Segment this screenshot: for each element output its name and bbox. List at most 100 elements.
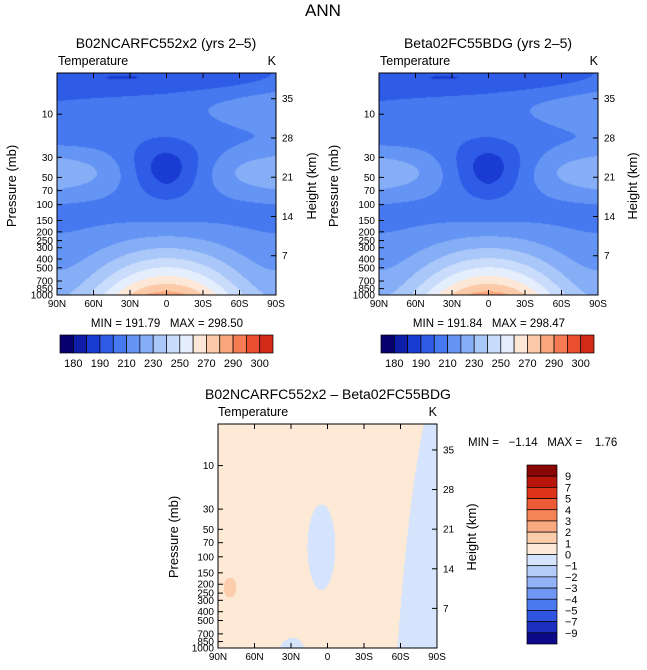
colorbar-swatch <box>420 334 435 354</box>
y-tick-label: 400 <box>197 607 214 618</box>
colorbar-label: 3 <box>565 516 571 528</box>
y-tick-label: 200 <box>36 227 53 238</box>
colorbar-swatch <box>526 621 558 634</box>
colorbar-label: 2 <box>565 527 571 539</box>
colorbar-swatch <box>526 598 558 611</box>
panel-left: B02NCARFC552x2 (yrs 2–5) Temperature K 9… <box>4 35 319 370</box>
panel-right: Beta02FC55BDG (yrs 2–5) Temperature K 90… <box>326 35 640 370</box>
y-tick-label: 700 <box>358 276 375 287</box>
y-tick-label: 100 <box>358 200 375 211</box>
y-tick-label: 400 <box>36 255 53 266</box>
contour-fill <box>57 73 276 295</box>
y-tick-label: 200 <box>358 227 375 238</box>
colorbar-label: 180 <box>385 358 403 370</box>
y-tick-label: 250 <box>197 589 214 600</box>
y2-tick-label: 14 <box>604 212 616 223</box>
colorbar-swatch <box>219 334 234 354</box>
y-tick-label: 300 <box>36 243 53 254</box>
y-tick-label: 70 <box>203 538 215 549</box>
y-tick-label: 50 <box>42 173 54 184</box>
x-tick-label: 30S <box>355 652 373 663</box>
y2-tick-label: 14 <box>443 564 455 575</box>
y-tick-label: 850 <box>358 284 375 295</box>
y-tick-label: 400 <box>358 255 375 266</box>
colorbar-swatch <box>513 334 528 354</box>
x-tick-label: 90S <box>589 299 607 310</box>
stats-text: MIN = 191.84 MAX = 298.47 <box>413 318 565 330</box>
colorbar-label: −9 <box>565 628 578 640</box>
y-tick-label: 10 <box>42 110 54 121</box>
x-tick-label: 90S <box>267 299 285 310</box>
x-tick-label: 30S <box>516 299 534 310</box>
colorbar-swatch <box>526 554 558 567</box>
colorbar-swatch <box>59 334 74 354</box>
colorbar-swatch <box>526 587 558 600</box>
contour-fill <box>379 73 598 295</box>
y2-tick-label: 21 <box>443 525 455 536</box>
y2-tick-label: 28 <box>282 133 294 144</box>
x-tick-label: 0 <box>325 652 331 663</box>
colorbar-label: 300 <box>251 358 269 370</box>
x-tick-label: 90S <box>428 652 446 663</box>
colorbar-swatch <box>526 610 558 622</box>
y-tick-label: 700 <box>36 276 53 287</box>
units-label: K <box>429 405 438 419</box>
y-tick-label: 250 <box>36 236 53 247</box>
colorbar-label: 0 <box>565 550 571 562</box>
colorbar-swatch <box>447 334 462 354</box>
colorbar-swatch <box>72 334 87 354</box>
colorbar-left: 180 190 210 230 250 270 290 300 <box>59 334 274 370</box>
colorbar-label: 250 <box>171 358 189 370</box>
y-tick-label: 1000 <box>31 291 54 302</box>
x-tick-label: 30S <box>194 299 212 310</box>
y-tick-label: 1000 <box>192 644 215 655</box>
y-tick-label: 200 <box>197 580 214 591</box>
colorbar-label: 210 <box>438 358 456 370</box>
x-tick-label: 90N <box>209 652 227 663</box>
colorbar-label: 9 <box>565 471 571 483</box>
y-tick-label: 10 <box>364 110 376 121</box>
colorbar-swatch <box>407 334 422 354</box>
y2-axis-label: Height (km) <box>464 503 479 570</box>
colorbar-swatch <box>393 334 408 354</box>
colorbar-swatch <box>179 334 194 354</box>
colorbar-swatch <box>166 334 181 354</box>
colorbar-swatch <box>526 487 558 499</box>
y-tick-label: 100 <box>36 200 53 211</box>
y-tick-label: 50 <box>364 173 376 184</box>
colorbar-swatch <box>487 334 502 354</box>
contour-plot-right: 90N 60N 30N 0 30S 60S 90S103050701001502002503… <box>353 72 616 310</box>
y2-tick-label: 21 <box>604 173 616 184</box>
colorbar-right: 180 190 210 230 250 270 290 300 <box>380 334 595 370</box>
y-tick-label: 100 <box>197 552 214 563</box>
colorbar-label: 230 <box>465 358 483 370</box>
colorbar-label: 180 <box>64 358 82 370</box>
colorbar-swatch <box>500 334 515 354</box>
y-tick-label: 700 <box>197 629 214 640</box>
colorbar-label: 190 <box>91 358 109 370</box>
colorbar-swatch <box>567 334 582 354</box>
y2-tick-label: 7 <box>443 604 449 615</box>
x-tick-label: 90N <box>48 299 66 310</box>
colorbar-label: −7 <box>565 617 578 629</box>
variable-label: Temperature <box>218 405 288 419</box>
y-tick-label: 300 <box>358 243 375 254</box>
x-tick-label: 30N <box>121 299 139 310</box>
colorbar-swatch <box>99 334 114 354</box>
y-tick-label: 150 <box>36 216 53 227</box>
y2-tick-label: 35 <box>443 445 455 456</box>
colorbar-swatch <box>259 334 274 354</box>
colorbar-label: 4 <box>565 505 571 517</box>
colorbar-label: 210 <box>117 358 135 370</box>
y-tick-label: 150 <box>197 568 214 579</box>
y-tick-label: 250 <box>358 236 375 247</box>
colorbar-swatch <box>526 565 558 578</box>
colorbar-label: 250 <box>492 358 510 370</box>
colorbar-swatch <box>473 334 488 354</box>
y2-axis-label: Height (km) <box>625 152 640 219</box>
figure-title: ANN <box>305 1 341 20</box>
variable-label: Temperature <box>58 54 128 68</box>
units-label: K <box>590 54 599 68</box>
